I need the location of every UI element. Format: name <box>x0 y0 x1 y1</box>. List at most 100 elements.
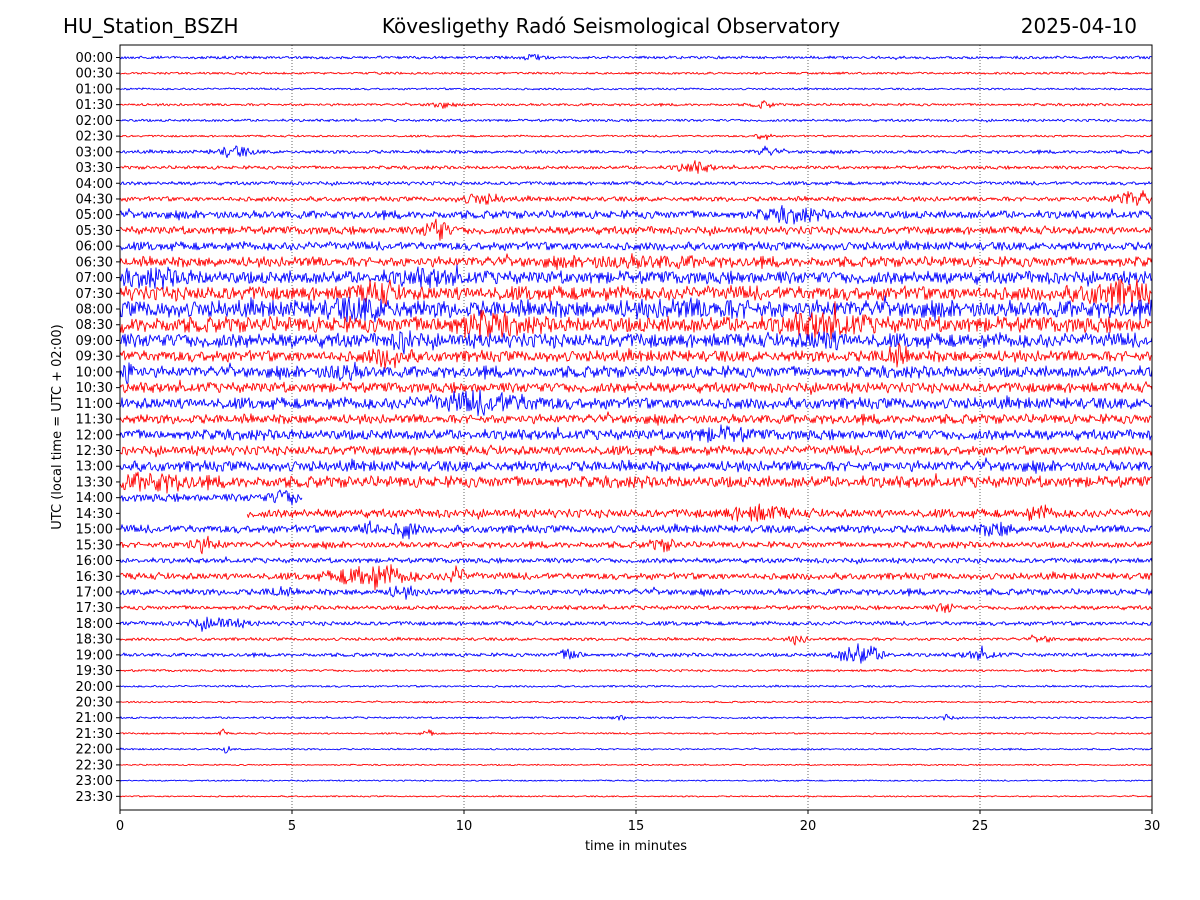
trace-2300 <box>119 779 1153 783</box>
trace-0300 <box>119 145 1153 159</box>
y-tick-label: 00:00 <box>76 51 113 66</box>
y-tick-label: 08:00 <box>76 303 113 318</box>
y-tick-labels: 00:0000:3001:0001:3002:0002:3003:0003:30… <box>76 51 120 805</box>
y-tick-label: 13:00 <box>76 460 113 475</box>
trace-1000 <box>119 361 1153 385</box>
y-tick-label: 09:30 <box>76 350 113 365</box>
trace-1630 <box>119 564 1153 591</box>
y-tick-label: 15:30 <box>76 538 113 553</box>
trace-1930 <box>119 668 1153 673</box>
trace-1900 <box>119 643 1153 664</box>
y-tick-label: 23:00 <box>76 774 113 789</box>
trace-1230 <box>119 444 1153 458</box>
trace-1430 <box>246 503 1152 522</box>
y-tick-label: 20:30 <box>76 696 113 711</box>
trace-0200 <box>119 118 1153 123</box>
trace-0330 <box>119 160 1153 174</box>
trace-0900 <box>119 330 1153 355</box>
trace-0830 <box>119 301 1153 340</box>
trace-2130 <box>119 728 1153 736</box>
y-tick-label: 03:30 <box>76 161 113 176</box>
y-tick-label: 06:30 <box>76 255 113 270</box>
y-tick-label: 23:30 <box>76 790 113 805</box>
trace-0130 <box>119 100 1153 109</box>
y-tick-label: 16:00 <box>76 554 113 569</box>
y-tick-label: 22:30 <box>76 758 113 773</box>
y-tick-label: 03:00 <box>76 145 113 160</box>
y-tick-label: 07:00 <box>76 271 113 286</box>
trace-0530 <box>119 218 1153 241</box>
y-tick-label: 00:30 <box>76 67 113 82</box>
trace-1700 <box>119 585 1153 600</box>
trace-1300 <box>119 457 1153 474</box>
y-tick-label: 17:30 <box>76 601 113 616</box>
trace-0930 <box>119 342 1153 369</box>
trace-1800 <box>119 616 1153 632</box>
trace-0730 <box>119 278 1153 310</box>
trace-0700 <box>119 264 1153 290</box>
x-axis-label: time in minutes <box>585 839 687 854</box>
trace-2230 <box>119 763 1153 767</box>
trace-0230 <box>119 133 1153 141</box>
x-tick-label: 10 <box>456 819 473 834</box>
trace-1200 <box>119 424 1153 443</box>
trace-0430 <box>119 190 1153 206</box>
trace-1730 <box>119 603 1153 614</box>
y-tick-label: 13:30 <box>76 475 113 490</box>
y-tick-label: 01:30 <box>76 98 113 113</box>
date-title: 2025-04-10 <box>1020 14 1137 38</box>
y-tick-label: 20:00 <box>76 680 113 695</box>
trace-1130 <box>119 411 1153 426</box>
y-tick-label: 05:00 <box>76 208 113 223</box>
trace-0500 <box>119 205 1153 225</box>
x-tick-label: 30 <box>1144 819 1161 834</box>
trace-1400 <box>119 489 303 506</box>
y-tick-label: 08:30 <box>76 318 113 333</box>
trace-1830 <box>119 634 1153 646</box>
x-tick-label: 5 <box>288 819 296 834</box>
y-tick-label: 21:00 <box>76 711 113 726</box>
y-tick-label: 19:30 <box>76 664 113 679</box>
x-tick-label: 0 <box>116 819 124 834</box>
observatory-title: Kövesligethy Radó Seismological Observat… <box>381 14 841 38</box>
x-tick-label: 15 <box>628 819 645 834</box>
y-tick-label: 06:00 <box>76 240 113 255</box>
station-title: HU_Station_BSZH <box>63 14 239 38</box>
trace-2100 <box>119 713 1153 721</box>
y-tick-label: 02:30 <box>76 130 113 145</box>
y-tick-label: 10:30 <box>76 381 113 396</box>
trace-2030 <box>119 700 1153 704</box>
y-tick-label: 14:30 <box>76 507 113 522</box>
x-tick-label: 25 <box>972 819 989 834</box>
y-tick-label: 18:30 <box>76 633 113 648</box>
trace-2330 <box>119 794 1153 798</box>
y-tick-label: 22:00 <box>76 743 113 758</box>
y-tick-label: 07:30 <box>76 287 113 302</box>
y-tick-label: 01:00 <box>76 82 113 97</box>
trace-0600 <box>119 239 1153 252</box>
y-tick-label: 11:00 <box>76 397 113 412</box>
y-tick-label: 09:00 <box>76 334 113 349</box>
trace-1600 <box>119 556 1153 565</box>
y-tick-label: 17:00 <box>76 585 113 600</box>
y-tick-label: 04:30 <box>76 192 113 207</box>
y-tick-label: 02:00 <box>76 114 113 129</box>
trace-1100 <box>119 389 1153 417</box>
x-tick-labels: 0 5 10 15 20 25 30 <box>116 810 1160 834</box>
y-tick-label: 21:30 <box>76 727 113 742</box>
gridlines <box>291 45 981 810</box>
y-tick-label: 19:00 <box>76 648 113 663</box>
y-tick-label: 04:00 <box>76 177 113 192</box>
y-axis-label: UTC (local time = UTC + 02:00) <box>50 324 65 529</box>
trace-2200 <box>119 745 1153 754</box>
trace-1330 <box>119 471 1153 494</box>
trace-1030 <box>119 379 1153 396</box>
y-tick-label: 12:30 <box>76 444 113 459</box>
y-tick-label: 16:30 <box>76 570 113 585</box>
trace-0630 <box>119 253 1153 271</box>
y-tick-label: 14:00 <box>76 491 113 506</box>
trace-0000 <box>119 53 1153 61</box>
trace-0100 <box>119 87 1153 91</box>
y-tick-label: 18:00 <box>76 617 113 632</box>
